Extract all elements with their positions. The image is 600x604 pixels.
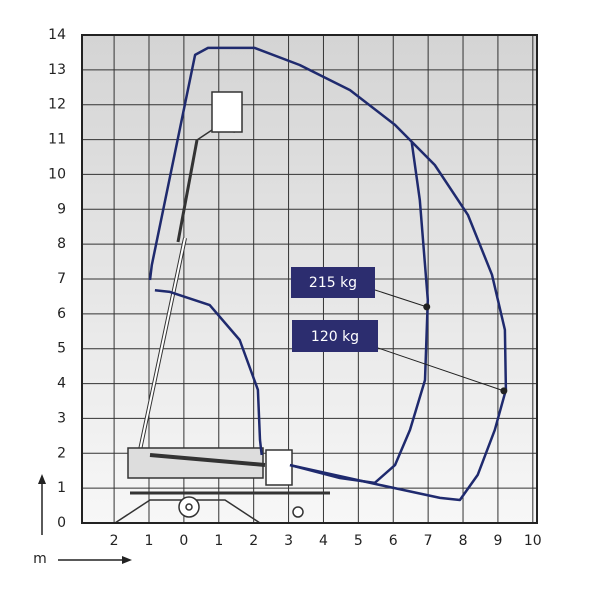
y-tick-label: 13 xyxy=(48,62,66,78)
y-tick-label: 14 xyxy=(48,27,66,43)
load-point xyxy=(423,303,431,311)
x-tick-label: 6 xyxy=(389,533,398,549)
x-tick-label: 2 xyxy=(249,533,258,549)
y-tick-label: 6 xyxy=(57,306,66,322)
y-tick-label: 2 xyxy=(57,445,66,461)
x-tick-label: 10 xyxy=(524,533,542,549)
range-envelope xyxy=(289,141,430,485)
y-tick-label: 11 xyxy=(48,132,66,148)
y-tick-label: 9 xyxy=(57,201,66,217)
axis-arrowhead xyxy=(38,474,46,484)
annotation: 215 kg xyxy=(309,275,357,291)
label-box xyxy=(291,267,375,298)
x-tick-label: 1 xyxy=(145,533,154,549)
y-tick-label: 4 xyxy=(57,376,66,392)
x-tick-label: 3 xyxy=(284,533,293,549)
x-tick-label: 5 xyxy=(354,533,363,549)
y-tick-label: 12 xyxy=(48,97,66,113)
x-tick-label: 9 xyxy=(493,533,502,549)
x-tick-label: 0 xyxy=(179,533,188,549)
y-tick-label: 0 xyxy=(57,515,66,531)
plot-frame xyxy=(81,34,538,524)
axis-arrowhead xyxy=(122,556,132,564)
y-tick-label: 1 xyxy=(57,480,66,496)
x-tick-label: 4 xyxy=(319,533,328,549)
range-envelope xyxy=(154,288,263,456)
x-tick-label: 8 xyxy=(459,533,468,549)
lift-illustration xyxy=(114,91,330,524)
load-point xyxy=(500,387,508,395)
x-tick-label: 2 xyxy=(110,533,119,549)
axis-label: m xyxy=(33,551,47,567)
x-tick-label: 7 xyxy=(424,533,433,549)
range-envelope xyxy=(148,46,508,502)
leader-line xyxy=(374,289,427,308)
y-tick-label: 7 xyxy=(57,271,66,287)
x-tick-label: 1 xyxy=(214,533,223,549)
y-tick-label: 10 xyxy=(48,166,66,182)
annotation: 120 kg xyxy=(311,329,359,345)
y-tick-label: 8 xyxy=(57,236,66,252)
leader-line xyxy=(377,347,505,392)
label-box xyxy=(292,320,378,352)
y-tick-label: 5 xyxy=(57,341,66,357)
y-tick-label: 3 xyxy=(57,410,66,426)
